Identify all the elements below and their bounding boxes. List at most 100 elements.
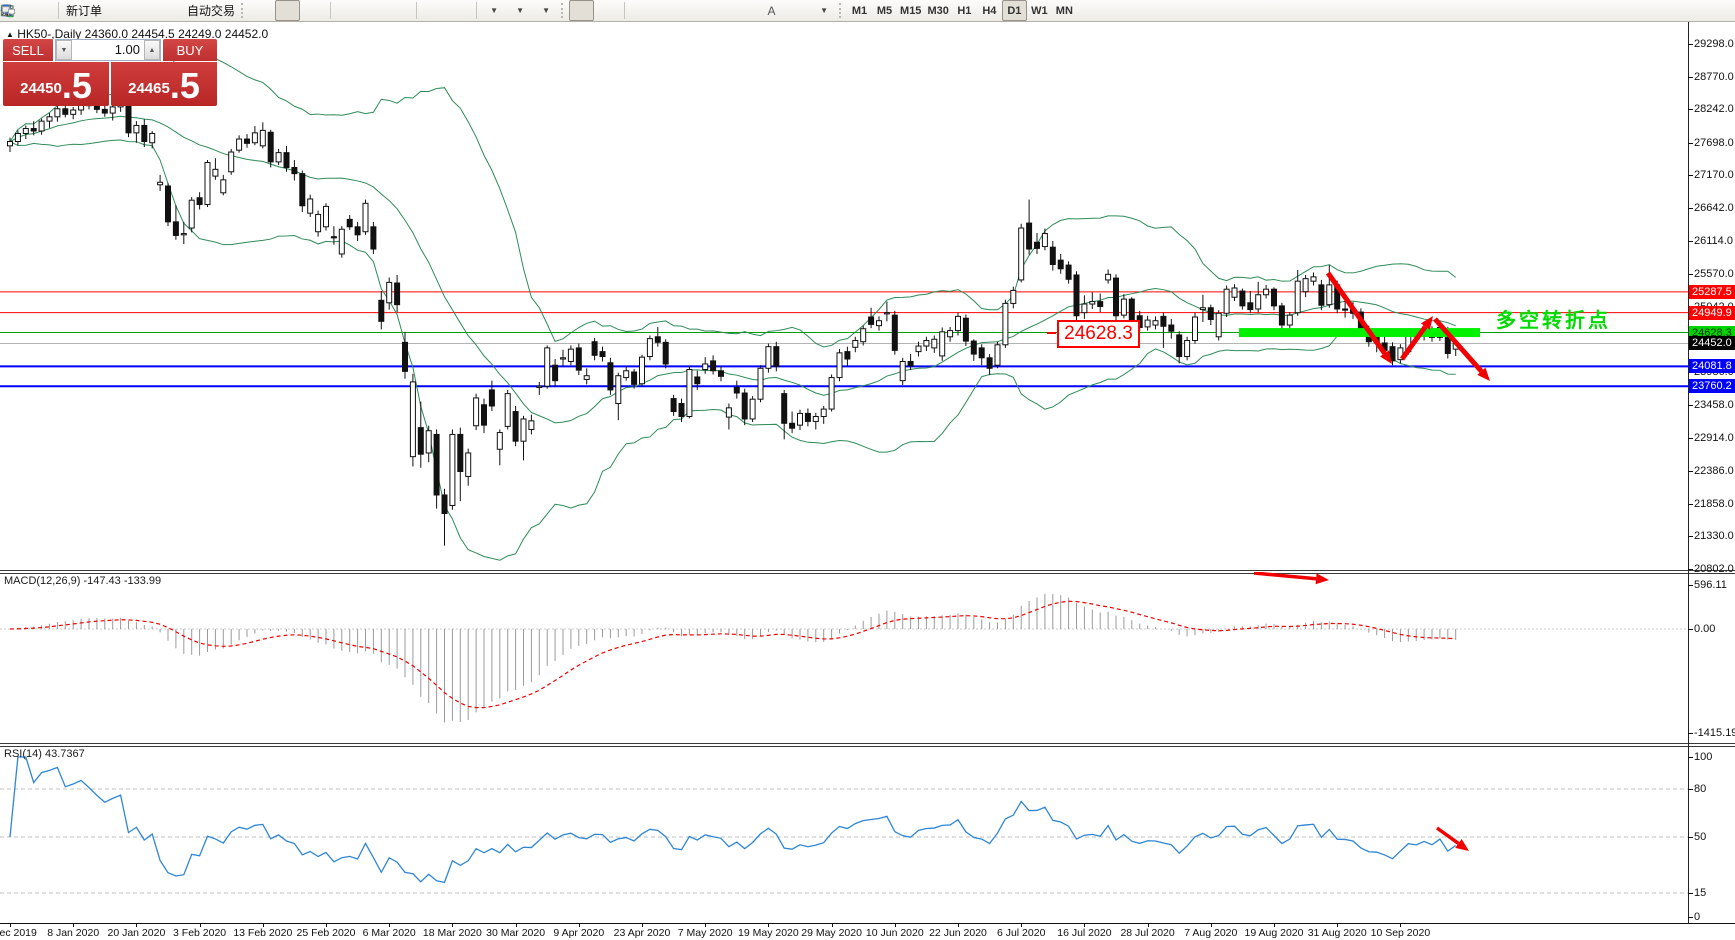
bar-chart-button[interactable] xyxy=(1,0,274,21)
candle-bearish xyxy=(196,197,203,206)
text-button[interactable]: A xyxy=(759,0,784,21)
price-tick-label: 20802.0 xyxy=(1694,563,1734,575)
main-chart-canvas[interactable] xyxy=(0,22,1688,570)
candle-bearish xyxy=(481,404,487,426)
axis-tick-dash xyxy=(1688,629,1693,630)
dropdown-arrow-icon: ▼ xyxy=(516,6,524,15)
toolbar-grip xyxy=(839,3,844,18)
pane-separator[interactable] xyxy=(0,570,1735,574)
candle-bullish xyxy=(188,199,195,229)
axis-tick-dash xyxy=(1688,109,1693,111)
toolbar-grip xyxy=(561,3,566,18)
timeframe-w1[interactable]: W1 xyxy=(1031,4,1048,17)
candle-bearish xyxy=(1073,274,1080,317)
candle-bullish xyxy=(1294,280,1301,314)
candle-bearish xyxy=(165,185,171,223)
line-chart-button[interactable] xyxy=(0,0,326,21)
crosshair-button[interactable] xyxy=(0,0,620,21)
zoom-out-button[interactable] xyxy=(1,0,386,21)
indicators-button[interactable]: ▼ xyxy=(1,0,506,21)
new-order-button[interactable]: 新订单 xyxy=(1,0,105,21)
candlestick-chart-button[interactable] xyxy=(2,0,301,21)
periods-button[interactable]: ▼ xyxy=(1,0,532,21)
profiles-button[interactable] xyxy=(0,0,54,21)
volume-up-button[interactable]: ▲ xyxy=(144,40,160,60)
price-tick-label: 22914.0 xyxy=(1694,432,1734,445)
candle-bearish xyxy=(370,226,377,250)
candle-bearish xyxy=(402,341,408,372)
timeframe-m15[interactable]: M15 xyxy=(900,4,922,17)
candle-bearish xyxy=(1113,277,1119,317)
label-button[interactable]: T xyxy=(1,0,810,21)
price-tick-label: 28242.0 xyxy=(1694,103,1734,116)
date-tick xyxy=(452,924,454,927)
candle-bullish xyxy=(1286,314,1293,326)
rsi-pane-canvas[interactable] xyxy=(0,745,1688,923)
sell-button[interactable]: SELL xyxy=(3,39,53,61)
candle-bullish xyxy=(275,152,282,163)
timeframe-d1[interactable]: D1 xyxy=(1001,0,1027,21)
candle-bearish xyxy=(1318,284,1325,306)
search-button[interactable] xyxy=(1,0,1699,21)
macd-pane-canvas[interactable] xyxy=(0,572,1688,743)
buy-button[interactable]: BUY xyxy=(163,39,217,61)
channel-button[interactable]: E xyxy=(1,0,732,21)
candle-bearish xyxy=(244,138,250,144)
date-label: 29 May 2020 xyxy=(801,927,862,939)
timeframe-h4[interactable]: H4 xyxy=(982,4,997,17)
date-label: 13 Feb 2020 xyxy=(233,927,293,939)
market-button[interactable] xyxy=(1,0,157,21)
timeframe-m5[interactable]: M5 xyxy=(876,4,893,17)
candle-bearish xyxy=(781,393,788,424)
timeframe-m30[interactable]: M30 xyxy=(927,4,949,17)
candle-bearish xyxy=(394,282,401,306)
candle-bullish xyxy=(812,415,819,422)
candle-bullish xyxy=(646,338,653,358)
arrows-button[interactable]: ▼ xyxy=(4,0,836,21)
candle-bullish xyxy=(315,213,322,233)
sell-price-button[interactable]: 24450.5 xyxy=(3,62,109,106)
autotrading-button[interactable]: 自动交易 xyxy=(2,0,238,21)
zoom-in-button[interactable] xyxy=(1,0,360,21)
buy-price-button[interactable]: 24465.5 xyxy=(111,62,217,106)
price-tick-label: 23458.0 xyxy=(1694,398,1734,411)
collapse-triangle-icon[interactable]: ▲ xyxy=(6,30,14,39)
timeframe-mn[interactable]: MN xyxy=(1055,4,1073,17)
candle-bullish xyxy=(1302,278,1309,293)
date-tick xyxy=(262,924,264,927)
timeframe-h1[interactable]: H1 xyxy=(957,4,972,17)
candle-bearish xyxy=(1247,302,1254,311)
vertical-line-button[interactable] xyxy=(5,0,654,21)
date-tick xyxy=(73,924,75,927)
candle-bearish xyxy=(844,351,851,360)
fibonacci-button[interactable]: F xyxy=(1,0,758,21)
candle-bearish xyxy=(1278,305,1285,326)
chat-button[interactable] xyxy=(1,0,1728,21)
cursor-button[interactable] xyxy=(3,0,595,21)
auto-scroll-button[interactable] xyxy=(1,0,446,21)
axis-tick-dash xyxy=(1688,917,1693,918)
chart-shift-button[interactable] xyxy=(1,0,472,21)
candle-bearish xyxy=(101,108,108,114)
pane-separator[interactable] xyxy=(0,743,1735,747)
date-tick xyxy=(894,924,896,927)
dropdown-arrow-icon: ▼ xyxy=(542,6,550,15)
volume-stepper: ▼ 1.00 ▲ xyxy=(55,39,161,61)
date-label: 25 Feb 2020 xyxy=(296,927,356,939)
volume-down-button[interactable]: ▼ xyxy=(56,40,72,60)
candle-bearish xyxy=(599,351,606,358)
horizontal-line-button[interactable] xyxy=(0,0,680,21)
templates-button[interactable]: ▼ xyxy=(0,0,558,21)
signals-button[interactable] xyxy=(2,0,183,21)
trendline-button[interactable] xyxy=(1,0,706,21)
candle-bullish xyxy=(1192,316,1198,341)
timeframe-m1[interactable]: M1 xyxy=(851,4,868,17)
candle-bullish xyxy=(180,233,187,236)
tile-windows-button[interactable] xyxy=(1,0,412,21)
volume-input[interactable]: 1.00 xyxy=(114,42,140,57)
date-axis[interactable]: 4 Dec 2019 8 Jan 2020 20 Jan 2020 3 Feb 202… xyxy=(0,923,1735,940)
date-label: 10 Sep 2020 xyxy=(1370,927,1431,939)
candle-bullish xyxy=(496,432,503,450)
metaeditor-button[interactable] xyxy=(2,0,131,21)
candle-bearish xyxy=(710,360,717,372)
